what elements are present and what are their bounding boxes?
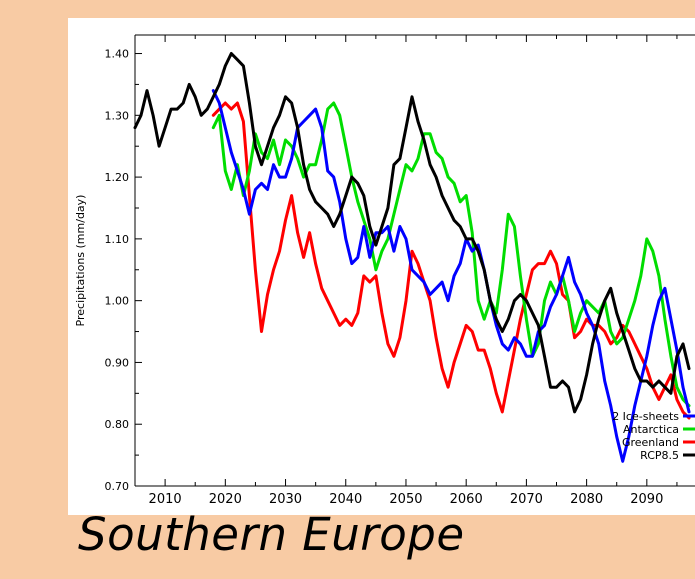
x-tick-label: 2070 (510, 492, 543, 507)
x-tick-label: 2040 (329, 492, 362, 507)
x-tick-label: 2060 (450, 492, 483, 507)
y-tick-label: 1.20 (105, 171, 130, 184)
y-tick-label: 0.80 (105, 418, 130, 431)
series-line-2-ice-sheets (211, 89, 691, 463)
x-tick-label: 2090 (630, 492, 663, 507)
y-tick-label: 1.00 (105, 295, 130, 308)
chart-svg: 0.70 0.80 0.90 1.00 1.10 1.20 1.30 1.40 2010 2020… (74, 34, 695, 507)
x-tick-label: 2020 (209, 492, 242, 507)
legend-label-2-ice-sheets: 2 Ice-sheets (612, 410, 679, 423)
series-line-greenland (211, 101, 691, 420)
legend-label-rcp8-5: RCP8.5 (640, 449, 679, 462)
legend-label-greenland: Greenland (622, 436, 679, 449)
series-line-antarctica (211, 101, 691, 408)
y-tick-label: 1.10 (105, 233, 130, 246)
x-tick-label: 2010 (149, 492, 182, 507)
x-tick-label: 2030 (269, 492, 302, 507)
y-tick-label: 0.70 (105, 480, 130, 493)
series-line-rcp8-5 (133, 52, 691, 414)
region-caption: Southern Europe (78, 508, 465, 561)
legend-label-antarctica: Antarctica (623, 423, 679, 436)
y-tick-label: 1.40 (105, 48, 130, 61)
chart-axes: 0.70 0.80 0.90 1.00 1.10 1.20 1.30 1.40 2010 2020… (74, 34, 695, 507)
x-tick-label: 2080 (570, 492, 603, 507)
y-tick-label: 0.90 (105, 356, 130, 369)
chart-series (133, 52, 691, 463)
chart-panel: 0.70 0.80 0.90 1.00 1.10 1.20 1.30 1.40 2010 2020… (68, 18, 695, 515)
y-tick-label: 1.30 (105, 109, 130, 122)
x-tick-label: 2050 (389, 492, 422, 507)
y-axis-label: Precipitations (mm/day) (74, 195, 87, 327)
